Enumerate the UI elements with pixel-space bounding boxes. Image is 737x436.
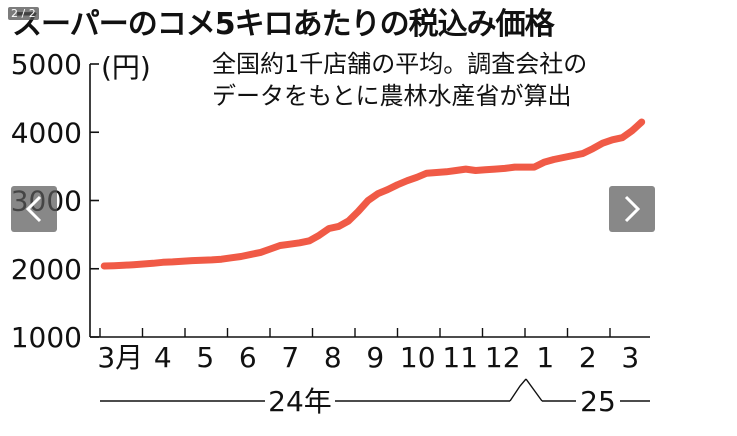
chevron-left-icon bbox=[25, 195, 42, 223]
x-tick-label: 10 bbox=[400, 341, 436, 374]
x-tick-label: 3月 bbox=[97, 341, 143, 374]
y-tick-label: 1000 bbox=[11, 321, 82, 354]
next-slide-button[interactable] bbox=[609, 186, 655, 232]
year-label-2025: 25 bbox=[580, 385, 616, 418]
unit-label: (円) bbox=[101, 51, 151, 84]
y-tick-label: 2000 bbox=[11, 253, 82, 286]
x-tick-label: 9 bbox=[366, 341, 384, 374]
x-tick-label: 2 bbox=[579, 341, 597, 374]
source-note-line-1: 全国約1千店舗の平均。調査会社の bbox=[212, 50, 587, 78]
x-tick-label: 8 bbox=[324, 341, 342, 374]
x-tick-marks bbox=[99, 328, 611, 337]
y-tick-label: 4000 bbox=[11, 116, 82, 149]
year-bracket bbox=[100, 378, 650, 402]
x-tick-label: 12 bbox=[485, 341, 521, 374]
x-tick-label: 6 bbox=[239, 341, 257, 374]
y-tick-marks bbox=[90, 63, 99, 338]
x-tick-label: 4 bbox=[154, 341, 172, 374]
x-tick-label: 1 bbox=[536, 341, 554, 374]
x-tick-label: 7 bbox=[281, 341, 299, 374]
x-tick-labels: 3月 4 5 6 7 8 9 10 11 12 1 2 3 bbox=[97, 341, 639, 374]
chevron-right-icon bbox=[624, 195, 641, 223]
series-line bbox=[100, 118, 646, 270]
x-tick-label: 3 bbox=[621, 341, 639, 374]
chart-title: スーパーのコメ5キロあたりの税込み価格 bbox=[12, 7, 556, 42]
y-tick-label: 5000 bbox=[11, 48, 82, 81]
year-label-2024: 24年 bbox=[268, 385, 332, 418]
x-tick-label: 5 bbox=[196, 341, 214, 374]
x-tick-label: 11 bbox=[442, 341, 478, 374]
slide-counter: 2 / 2 bbox=[8, 7, 39, 20]
previous-slide-button[interactable] bbox=[11, 186, 57, 232]
source-note-line-2: データをもとに農林水産省が算出 bbox=[212, 82, 572, 110]
